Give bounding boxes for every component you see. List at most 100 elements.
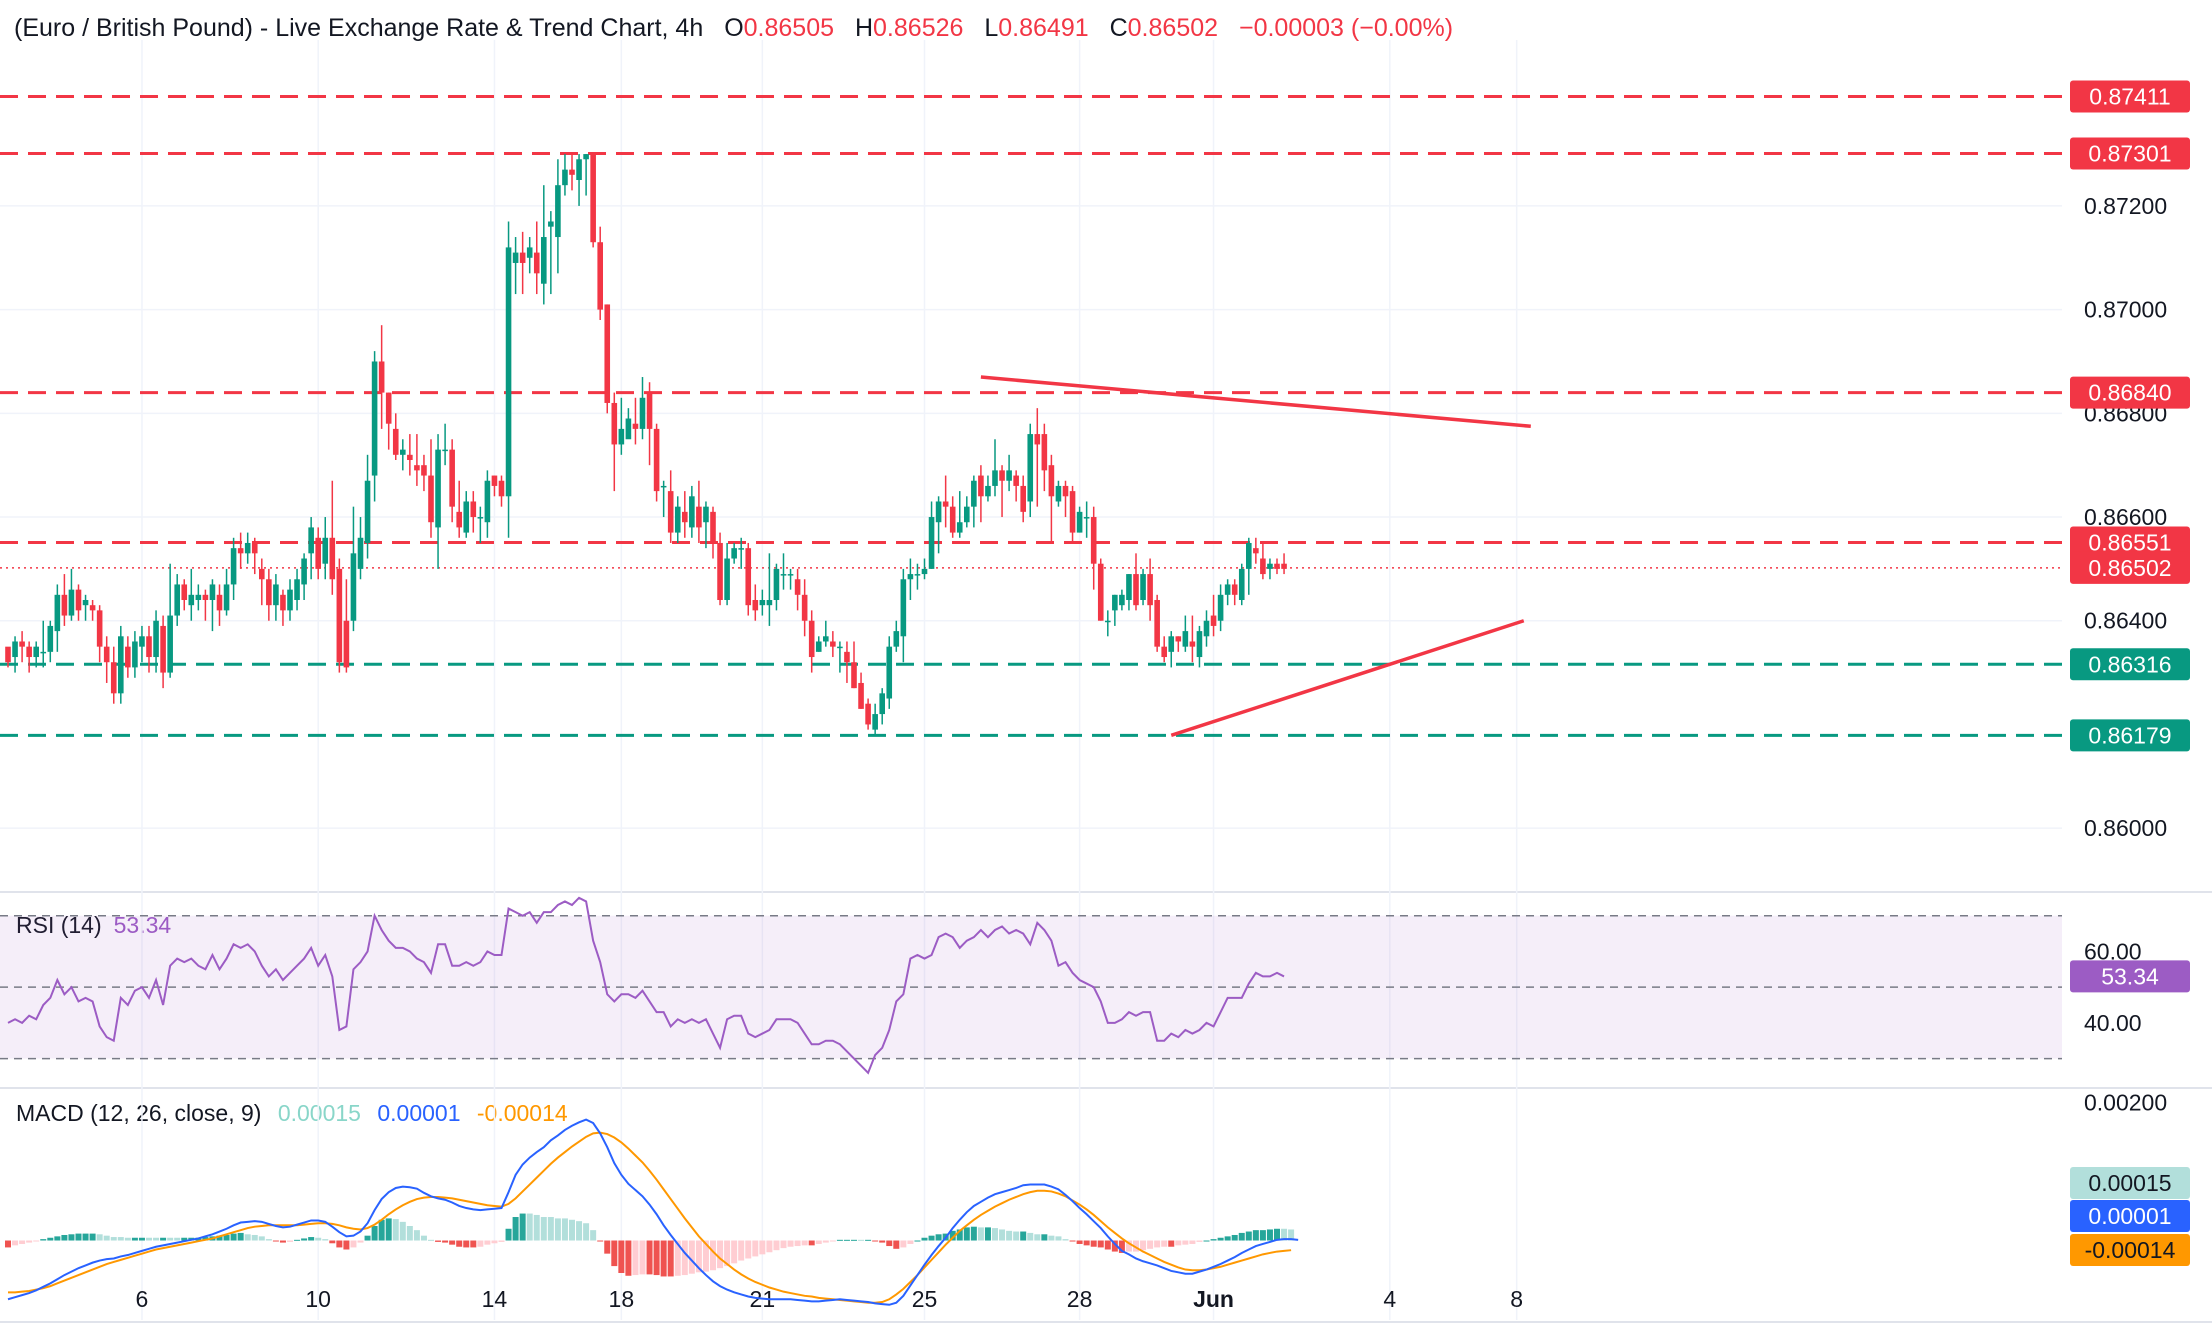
candle-body xyxy=(964,506,970,523)
macd-histogram-bar xyxy=(19,1240,26,1244)
macd-histogram-bar xyxy=(653,1240,660,1276)
candle-body xyxy=(456,511,462,528)
macd-histogram-bar xyxy=(646,1240,653,1275)
x-tick-label: 28 xyxy=(1067,1286,1093,1312)
macd-histogram-bar xyxy=(935,1234,942,1241)
macd-histogram-bar xyxy=(1189,1240,1196,1244)
macd-histogram-bar xyxy=(710,1240,716,1271)
macd-histogram-bar xyxy=(583,1223,590,1241)
candle-body xyxy=(1041,434,1048,471)
candle-body xyxy=(893,631,900,647)
macd-histogram-bar xyxy=(82,1233,89,1241)
macd-histogram-bar xyxy=(956,1229,963,1241)
macd-histogram-bar xyxy=(216,1235,223,1241)
x-tick-label: Jun xyxy=(1193,1286,1234,1312)
macd-histogram-bar xyxy=(872,1240,879,1242)
macd-histogram-bar xyxy=(1055,1236,1062,1241)
candle-body xyxy=(167,615,173,673)
open-label: O xyxy=(724,14,744,42)
candle-body xyxy=(47,625,54,652)
macd-histogram-bar xyxy=(287,1240,293,1242)
macd-histogram-bar xyxy=(1062,1239,1069,1241)
macd-histogram-bar xyxy=(138,1237,145,1241)
macd-histogram-bar xyxy=(1104,1240,1111,1250)
candle-body xyxy=(110,662,117,694)
macd-histogram-bar xyxy=(801,1240,808,1246)
candle-body xyxy=(512,252,519,263)
resistance-label: 0.86840 xyxy=(2088,380,2171,406)
macd-histogram-bar xyxy=(301,1238,308,1241)
candle-body xyxy=(1105,620,1111,623)
rsi-value-box xyxy=(2070,960,2190,993)
macd-histogram-bar xyxy=(1266,1229,1273,1241)
candle-body xyxy=(1006,470,1012,481)
macd-histogram-bar xyxy=(1048,1235,1055,1241)
candle-body xyxy=(223,584,230,611)
candle-body xyxy=(1224,584,1231,595)
macd-histogram-bar xyxy=(604,1240,611,1254)
macd-histogram-bar xyxy=(491,1240,498,1244)
candle-body xyxy=(555,185,561,238)
macd-histogram-bar xyxy=(1147,1240,1154,1249)
high-label: H xyxy=(854,14,874,42)
macd-histogram-bar xyxy=(1041,1234,1048,1241)
macd-histogram-bar xyxy=(385,1218,392,1241)
candle-body xyxy=(787,574,794,576)
candle-body xyxy=(1119,594,1125,606)
candle-body xyxy=(202,594,209,600)
macd-histogram-bar xyxy=(688,1240,695,1274)
macd-histogram-bar xyxy=(160,1237,167,1241)
macd-histogram-bar xyxy=(244,1234,251,1241)
candle-body xyxy=(174,584,180,616)
candle-body xyxy=(1034,434,1041,445)
macd-histogram-bar xyxy=(1281,1228,1288,1241)
candle-body xyxy=(879,693,885,715)
candle-body xyxy=(569,169,575,175)
macd-histogram-bar xyxy=(547,1217,554,1241)
macd-histogram-bar xyxy=(420,1235,427,1241)
resistance-label-box xyxy=(2070,80,2190,113)
macd-histogram-bar xyxy=(667,1240,674,1277)
candle-body xyxy=(19,641,25,647)
macd-histogram-bar xyxy=(498,1240,505,1242)
current-price-label: 0.86502 xyxy=(2088,555,2171,581)
support-label-box xyxy=(2070,719,2190,752)
candle-body xyxy=(209,584,216,600)
rsi-y-tick: 60.00 xyxy=(2084,938,2142,964)
close-value: 0.86502 xyxy=(1127,14,1219,42)
candle-body xyxy=(921,568,928,575)
candle-body xyxy=(1083,517,1090,519)
macd-histogram-bar xyxy=(590,1230,597,1241)
macd-histogram-bar xyxy=(449,1240,456,1245)
candle-body xyxy=(625,418,632,440)
macd-histogram-bar xyxy=(921,1237,928,1241)
macd-histogram-bar xyxy=(202,1237,209,1241)
chart-header: (Euro / British Pound) - Live Exchange R… xyxy=(14,14,1453,43)
candle-body xyxy=(1189,641,1196,647)
macd-histogram-bar xyxy=(1125,1240,1132,1252)
close-label: C xyxy=(1109,14,1128,42)
candle-body xyxy=(738,548,744,550)
candle-body xyxy=(710,511,716,543)
macd-histogram-bar xyxy=(1259,1230,1266,1241)
macd-histogram-bar xyxy=(392,1219,399,1241)
macd-histogram-bar xyxy=(110,1237,117,1241)
candle-body xyxy=(1274,563,1280,569)
macd-histogram-bar xyxy=(731,1240,738,1264)
candle-body xyxy=(435,449,441,528)
candle-body xyxy=(273,584,279,606)
candle-body xyxy=(815,641,822,652)
macd-histogram-bar xyxy=(1210,1239,1217,1241)
macd-histogram-bar xyxy=(1133,1240,1139,1252)
macd-histogram-bar xyxy=(900,1240,907,1248)
macd-line xyxy=(7,1118,1299,1306)
macd-histogram-bar xyxy=(103,1235,110,1241)
candle-body xyxy=(865,703,871,725)
macd-histogram-bar xyxy=(1274,1228,1280,1241)
macd-histogram-bar xyxy=(61,1234,68,1241)
candle-body xyxy=(1097,563,1104,621)
macd-histogram-bar xyxy=(540,1217,547,1241)
macd-histogram-bar xyxy=(949,1230,956,1241)
change-value: −0.00003 (−0.00%) xyxy=(1238,14,1454,42)
